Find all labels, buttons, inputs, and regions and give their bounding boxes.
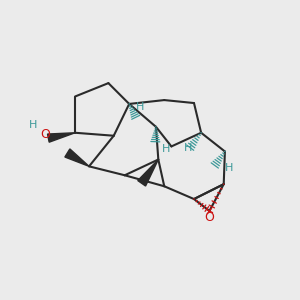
Text: H: H (225, 164, 233, 173)
Text: H: H (162, 144, 170, 154)
Polygon shape (47, 133, 75, 142)
Text: H: H (136, 102, 145, 112)
Polygon shape (65, 149, 89, 166)
Text: O: O (205, 211, 214, 224)
Text: O: O (40, 128, 50, 141)
Text: H: H (184, 142, 192, 153)
Polygon shape (138, 160, 158, 186)
Text: H: H (29, 120, 38, 130)
